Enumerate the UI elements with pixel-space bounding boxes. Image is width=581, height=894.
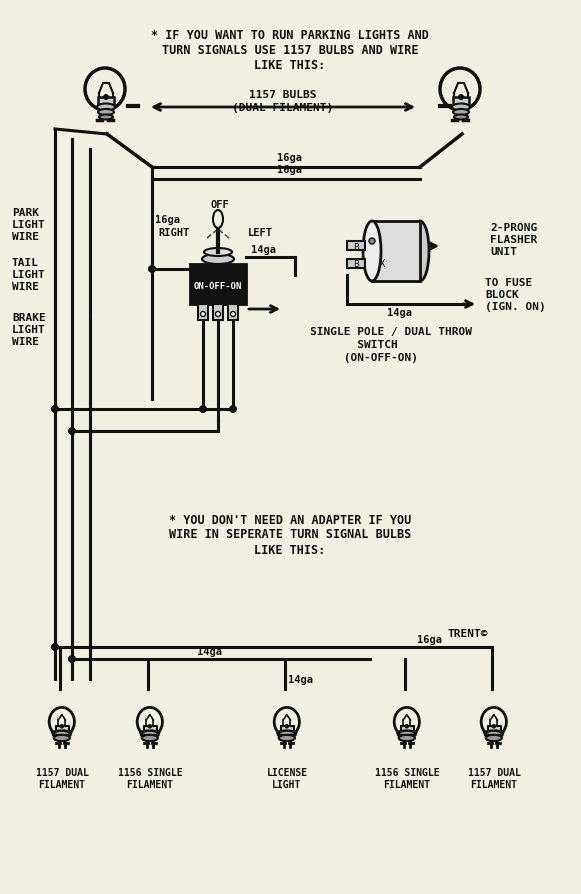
Bar [228,305,238,321]
Text: 16ga: 16ga [278,164,303,175]
Text: TAIL
LIGHT
WIRE: TAIL LIGHT WIRE [12,257,46,292]
Text: TO FUSE
BLOCK
(IGN. ON): TO FUSE BLOCK (IGN. ON) [485,277,546,312]
Text: PARK
LIGHT
WIRE: PARK LIGHT WIRE [12,207,46,242]
Bar [144,727,157,734]
Ellipse shape [53,731,71,738]
Circle shape [103,95,109,101]
Bar [213,305,223,321]
Ellipse shape [398,731,416,738]
Bar [400,727,414,734]
Text: X: X [379,258,385,269]
Text: 14ga: 14ga [388,308,413,317]
Circle shape [148,724,152,729]
Text: 1157 DUAL
FILAMENT: 1157 DUAL FILAMENT [35,767,88,789]
Text: B: B [353,259,359,268]
Ellipse shape [49,708,74,737]
Bar [281,727,294,734]
Bar [198,305,208,321]
Text: LIKE THIS:: LIKE THIS: [254,58,325,72]
Circle shape [51,406,59,414]
Bar [98,97,114,108]
Bar [347,241,365,250]
Text: * YOU DON'T NEED AN ADAPTER IF YOU: * YOU DON'T NEED AN ADAPTER IF YOU [169,513,411,526]
Ellipse shape [53,735,70,741]
Circle shape [231,312,235,317]
Text: TRENT©: TRENT© [447,628,487,638]
Text: 14ga: 14ga [288,674,313,684]
Circle shape [216,312,221,317]
Text: OFF: OFF [211,199,229,210]
Text: ON-OFF-ON: ON-OFF-ON [194,282,242,291]
Ellipse shape [394,708,419,737]
Circle shape [369,239,375,245]
Ellipse shape [485,731,503,738]
Bar [453,97,469,108]
Ellipse shape [363,222,381,282]
Text: LEFT: LEFT [248,228,273,238]
Bar [372,222,420,282]
Ellipse shape [213,211,223,229]
Text: LIKE THIS:: LIKE THIS: [254,543,325,556]
Ellipse shape [454,115,468,121]
Circle shape [68,655,76,663]
Text: 1157 DUAL
FILAMENT: 1157 DUAL FILAMENT [468,767,521,789]
Bar [347,260,365,269]
Ellipse shape [279,735,295,741]
Ellipse shape [452,105,470,112]
Ellipse shape [202,255,234,265]
Ellipse shape [137,708,163,737]
Text: SINGLE POLE / DUAL THROW
       SWITCH
     (ON-OFF-ON): SINGLE POLE / DUAL THROW SWITCH (ON-OFF-… [310,326,472,363]
Text: TURN SIGNALS USE 1157 BULBS AND WIRE: TURN SIGNALS USE 1157 BULBS AND WIRE [162,44,418,56]
Text: (DUAL FILAMENT): (DUAL FILAMENT) [232,103,333,113]
Circle shape [68,427,76,435]
Ellipse shape [142,735,158,741]
Circle shape [285,724,289,729]
Ellipse shape [274,708,299,737]
Bar [56,727,69,734]
Ellipse shape [85,69,125,111]
Ellipse shape [97,105,115,112]
Text: 1156 SINGLE
FILAMENT: 1156 SINGLE FILAMENT [118,767,182,789]
Text: 2-PRONG
FLASHER
UNIT: 2-PRONG FLASHER UNIT [490,223,537,257]
Ellipse shape [399,735,415,741]
Circle shape [200,312,206,317]
Ellipse shape [278,731,296,738]
Text: B: B [353,242,359,251]
Circle shape [148,266,156,274]
Circle shape [59,724,64,729]
Text: WIRE IN SEPERATE TURN SIGNAL BULBS: WIRE IN SEPERATE TURN SIGNAL BULBS [169,528,411,541]
Text: LICENSE
LIGHT: LICENSE LIGHT [267,767,307,789]
Ellipse shape [440,69,480,111]
Ellipse shape [411,222,429,282]
Text: 16ga: 16ga [155,215,180,224]
Text: * IF YOU WANT TO RUN PARKING LIGHTS AND: * IF YOU WANT TO RUN PARKING LIGHTS AND [151,29,429,41]
Text: 1156 SINGLE
FILAMENT: 1156 SINGLE FILAMENT [375,767,439,789]
Text: 16ga: 16ga [418,634,443,645]
Circle shape [458,95,464,101]
Bar [487,727,501,734]
Ellipse shape [486,735,502,741]
Ellipse shape [453,110,469,116]
Circle shape [51,644,59,651]
Ellipse shape [141,731,159,738]
Bar [190,265,246,305]
Ellipse shape [98,110,114,116]
Ellipse shape [99,115,113,121]
Text: 14ga: 14ga [198,646,223,656]
Text: RIGHT: RIGHT [159,228,190,238]
Ellipse shape [481,708,507,737]
Circle shape [404,724,409,729]
Text: 16ga: 16ga [278,153,303,163]
Circle shape [229,406,237,414]
Text: 1157 BULBS: 1157 BULBS [249,90,317,100]
Circle shape [492,724,496,729]
Text: 14ga: 14ga [251,245,276,255]
Ellipse shape [204,249,232,257]
Circle shape [199,406,207,414]
Text: BRAKE
LIGHT
WIRE: BRAKE LIGHT WIRE [12,312,46,347]
